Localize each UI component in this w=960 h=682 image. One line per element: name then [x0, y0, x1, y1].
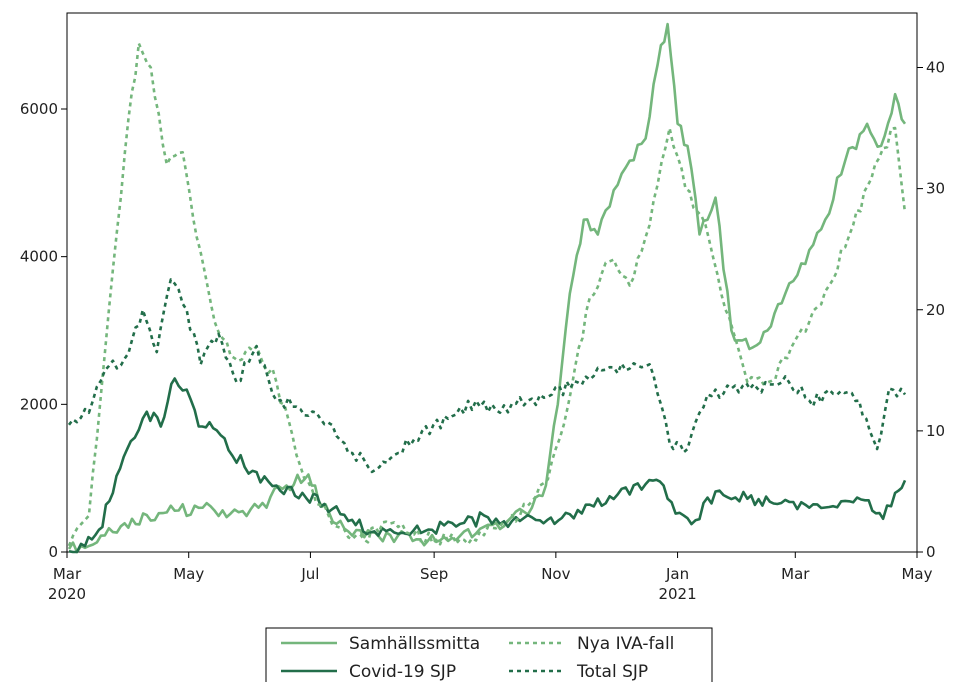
- legend: Samhällssmitta Nya IVA-fall Covid-19 SJP To…: [265, 627, 713, 682]
- y-left-tick-label: 2000: [20, 395, 58, 413]
- series-layer: [67, 22, 907, 554]
- legend-label: Nya IVA-fall: [577, 634, 674, 654]
- series-line-nya-iva-fall: [67, 41, 907, 547]
- y-right-tick-label: 20: [926, 301, 945, 319]
- x-tick-year-label: 2021: [658, 585, 696, 603]
- x-tick-label: Jul: [300, 565, 319, 583]
- x-tick-label: Nov: [541, 565, 570, 583]
- legend-frame: [265, 627, 713, 682]
- x-tick-label: May: [173, 565, 204, 583]
- series-line-covid-19-sjp: [68, 377, 907, 554]
- y-left-tick-label: 6000: [20, 100, 58, 118]
- x-tick-label: Mar: [53, 565, 82, 583]
- legend-label: Covid-19 SJP: [349, 662, 456, 682]
- x-tick-label: Mar: [781, 565, 810, 583]
- y-right-tick-label: 40: [926, 59, 945, 77]
- x-tick-year-label: 2020: [48, 585, 86, 603]
- legend-label: Samhällssmitta: [349, 634, 480, 654]
- plot-frame: [66, 12, 918, 553]
- y-right-tick-label: 30: [926, 180, 945, 198]
- x-tick-label: Jan: [665, 565, 689, 583]
- series-line-samh-llssmitta: [67, 22, 907, 554]
- x-tick-label: Sep: [420, 565, 448, 583]
- y-right-tick-label: 10: [926, 422, 945, 440]
- series-line-total-sjp: [67, 278, 907, 474]
- y-left-tick-label: 0: [48, 543, 58, 561]
- legend-label: Total SJP: [576, 662, 648, 682]
- axes-layer: 0 2000 4000 6000 0 10 20 30 40 Mar 2020 May Jul Sep No…: [20, 59, 945, 603]
- x-tick-label: May: [901, 565, 932, 583]
- y-left-tick-label: 4000: [20, 248, 58, 266]
- y-right-tick-label: 0: [926, 543, 936, 561]
